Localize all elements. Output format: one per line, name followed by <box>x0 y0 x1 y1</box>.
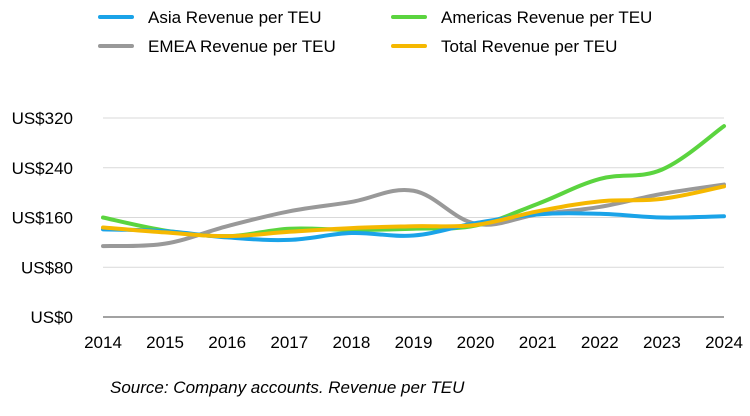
x-tick-label: 2017 <box>270 333 308 352</box>
series-line-emea <box>101 182 726 249</box>
x-tick-label: 2021 <box>519 333 557 352</box>
y-tick-label: US$160 <box>12 209 73 228</box>
gridlines <box>103 117 724 268</box>
legend-label-emea: EMEA Revenue per TEU <box>148 37 336 56</box>
x-tick-label: 2022 <box>581 333 619 352</box>
source-note: Source: Company accounts. Revenue per TE… <box>110 378 465 397</box>
x-tick-label: 2020 <box>457 333 495 352</box>
series-line-total <box>101 184 726 239</box>
x-tick-label: 2019 <box>395 333 433 352</box>
y-tick-label: US$80 <box>21 258 73 277</box>
axes: US$0 US$80 US$160 US$240 US$320 2014 2015 2016 2… <box>12 109 743 352</box>
y-tick-label: US$0 <box>30 308 73 327</box>
x-tick-label: 2014 <box>84 333 122 352</box>
y-tick-label: US$240 <box>12 159 73 178</box>
series-line-americas <box>101 124 726 239</box>
y-tick-label: US$320 <box>12 109 73 128</box>
x-tick-label: 2024 <box>705 333 743 352</box>
legend-label-total: Total Revenue per TEU <box>441 37 617 56</box>
series-lines <box>101 124 726 249</box>
legend: Asia Revenue per TEU Americas Revenue per… <box>98 8 652 56</box>
x-tick-label: 2016 <box>208 333 246 352</box>
x-tick-label: 2018 <box>332 333 370 352</box>
x-tick-label: 2015 <box>146 333 184 352</box>
x-tick-label: 2023 <box>643 333 681 352</box>
legend-label-asia: Asia Revenue per TEU <box>148 8 322 27</box>
legend-label-americas: Americas Revenue per TEU <box>441 8 652 27</box>
